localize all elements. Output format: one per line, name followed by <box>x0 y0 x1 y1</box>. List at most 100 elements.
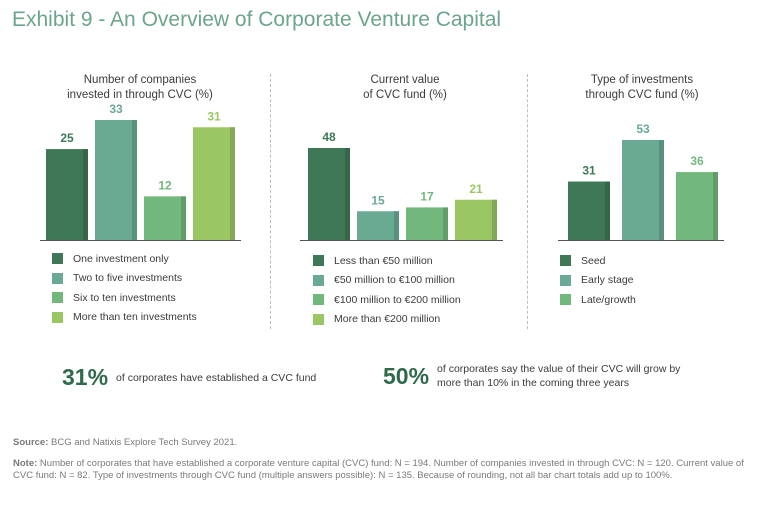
exhibit-title: Exhibit 9 - An Overview of Corporate Ven… <box>12 8 502 31</box>
chart-3-value-label-1: 31 <box>582 164 596 178</box>
legend-swatch <box>313 294 324 306</box>
legend-label: Seed <box>581 254 606 267</box>
chart-1-bar-3-edge <box>181 196 186 240</box>
chart-3-value-label-3: 36 <box>690 154 704 168</box>
legend-label: Early stage <box>581 274 634 287</box>
legend-swatch <box>560 255 571 267</box>
chart-3-bar-2 <box>622 140 664 240</box>
companies-invested-bar-chart: 25 33 12 31 <box>40 102 241 241</box>
chart-3-value-label-2: 53 <box>636 122 650 136</box>
chart-1-legend-item-3: Six to ten investments <box>52 288 197 308</box>
chart-3-bar-1 <box>568 181 610 240</box>
divider-1 <box>270 74 271 329</box>
chart-2-value-label-1: 48 <box>322 130 336 144</box>
chart-1-bar-1-edge <box>83 149 88 240</box>
legend-swatch <box>52 272 63 284</box>
stat-cvc-growth-value: 50% <box>383 362 430 389</box>
chart-2-bar-group-1: 48 <box>308 130 350 240</box>
legend-swatch <box>560 274 571 286</box>
chart-1-bar-2-edge <box>132 120 137 240</box>
chart-3-bar-group-2: 53 <box>622 122 664 240</box>
chart-3-title-line1: Type of investments <box>590 74 694 86</box>
chart-1-legend-item-1: One investment only <box>52 249 197 269</box>
chart-2-value-label-2: 15 <box>371 193 385 207</box>
chart-1-title: Number of companies invested in through … <box>40 73 240 103</box>
legend-swatch <box>313 313 324 325</box>
chart-3-title: Type of investments through CVC fund (%) <box>542 73 742 103</box>
chart-1-bar-2 <box>95 120 137 240</box>
investment-types-bar-chart: 31 53 36 <box>558 122 724 241</box>
cvc-fund-value-bar-chart: 48 15 17 21 <box>300 130 503 241</box>
chart-2-legend-item-3: €100 million to €200 million <box>313 290 461 310</box>
legend-swatch <box>52 292 63 304</box>
legend-label: More than €200 million <box>334 313 441 326</box>
note-text: Number of corporates that have establish… <box>13 458 744 481</box>
legend-label: €100 million to €200 million <box>334 293 461 306</box>
chart-2-bar-3-edge <box>443 207 448 240</box>
chart-1-bar-group-3: 12 <box>144 178 186 240</box>
legend-swatch <box>313 274 324 286</box>
chart-2-legend-item-4: More than €200 million <box>313 310 461 330</box>
chart-2-title-line1: Current value <box>370 74 440 86</box>
chart-2-bar-4 <box>455 199 497 240</box>
chart-2-bar-4-edge <box>492 199 497 240</box>
divider-2 <box>527 74 528 329</box>
legend-swatch <box>52 253 63 265</box>
chart-1-legend-item-4: More than ten investments <box>52 308 197 328</box>
legend-label: More than ten investments <box>73 311 197 324</box>
chart-1-bar-3 <box>144 196 186 240</box>
chart-3-legend-item-3: Late/growth <box>560 290 636 310</box>
chart-1-bar-group-4: 31 <box>193 109 235 240</box>
chart-1-value-label-3: 12 <box>158 178 172 192</box>
chart-1-bar-group-1: 25 <box>46 131 88 240</box>
chart-2-title-line2: of CVC fund (%) <box>363 89 447 101</box>
legend-label: Late/growth <box>581 293 636 306</box>
chart-3-bar-3 <box>676 172 718 240</box>
chart-3-title-line2: through CVC fund (%) <box>585 89 699 101</box>
chart-1-bar-4-edge <box>230 127 235 240</box>
chart-2-bar-3 <box>406 207 448 240</box>
chart-3-bar-3-edge <box>713 172 718 240</box>
legend-swatch <box>560 294 571 306</box>
chart-3-bar-group-3: 36 <box>676 154 718 240</box>
source-note: Source: BCG and Natixis Explore Tech Sur… <box>13 437 758 449</box>
chart-1-title-line1: Number of companies <box>83 74 197 86</box>
chart-2-bar-1 <box>308 148 350 240</box>
stat-cvc-established: 31% of corporates have established a CVC… <box>62 364 316 391</box>
chart-2-title: Current value of CVC fund (%) <box>305 73 505 103</box>
stat-cvc-established-line1: of corporates have established a CVC fun… <box>116 371 317 384</box>
note-label: Note: <box>13 458 38 469</box>
chart-2-bar-1-edge <box>345 148 350 240</box>
legend-swatch <box>52 311 63 323</box>
chart-2-value-label-4: 21 <box>469 182 483 196</box>
chart-2-bar-group-4: 21 <box>455 182 497 240</box>
chart-1-legend: One investment only Two to five investmen… <box>52 249 197 327</box>
source-label: Source: <box>13 437 49 448</box>
chart-1-legend-item-2: Two to five investments <box>52 269 197 289</box>
legend-label: Less than €50 million <box>334 254 433 267</box>
chart-1-bar-1 <box>46 149 88 240</box>
chart-3-bar-2-edge <box>659 140 664 240</box>
chart-1-value-label-1: 25 <box>60 131 74 145</box>
source-text: BCG and Natixis Explore Tech Survey 2021… <box>51 437 238 448</box>
stat-cvc-growth-line1: of corporates say the value of their CVC… <box>437 363 681 375</box>
chart-2-bar-group-3: 17 <box>406 189 448 240</box>
chart-2-bar-2 <box>357 211 399 240</box>
chart-2-bar-group-2: 15 <box>357 193 399 240</box>
chart-1-value-label-4: 31 <box>207 109 221 123</box>
chart-2-legend-item-2: €50 million to €100 million <box>313 271 461 291</box>
chart-3-legend-item-2: Early stage <box>560 271 636 291</box>
footnote: Note: Number of corporates that have est… <box>13 458 758 482</box>
legend-swatch <box>313 255 324 267</box>
chart-3-legend: Seed Early stage Late/growth <box>560 251 636 310</box>
chart-1-bar-group-2: 33 <box>95 102 137 240</box>
chart-3-bar-1-edge <box>605 181 610 240</box>
stat-cvc-established-text: of corporates have established a CVC fun… <box>116 371 316 385</box>
chart-2-value-label-3: 17 <box>420 189 434 203</box>
chart-1-bar-4 <box>193 127 235 240</box>
chart-2-legend: Less than €50 million €50 million to €100… <box>313 251 461 329</box>
stat-cvc-growth: 50% of corporates say the value of their… <box>383 362 680 390</box>
legend-label: One investment only <box>73 252 169 265</box>
stat-cvc-growth-text: of corporates say the value of their CVC… <box>437 362 680 390</box>
stat-cvc-growth-line2: more than 10% in the coming three years <box>437 377 630 389</box>
